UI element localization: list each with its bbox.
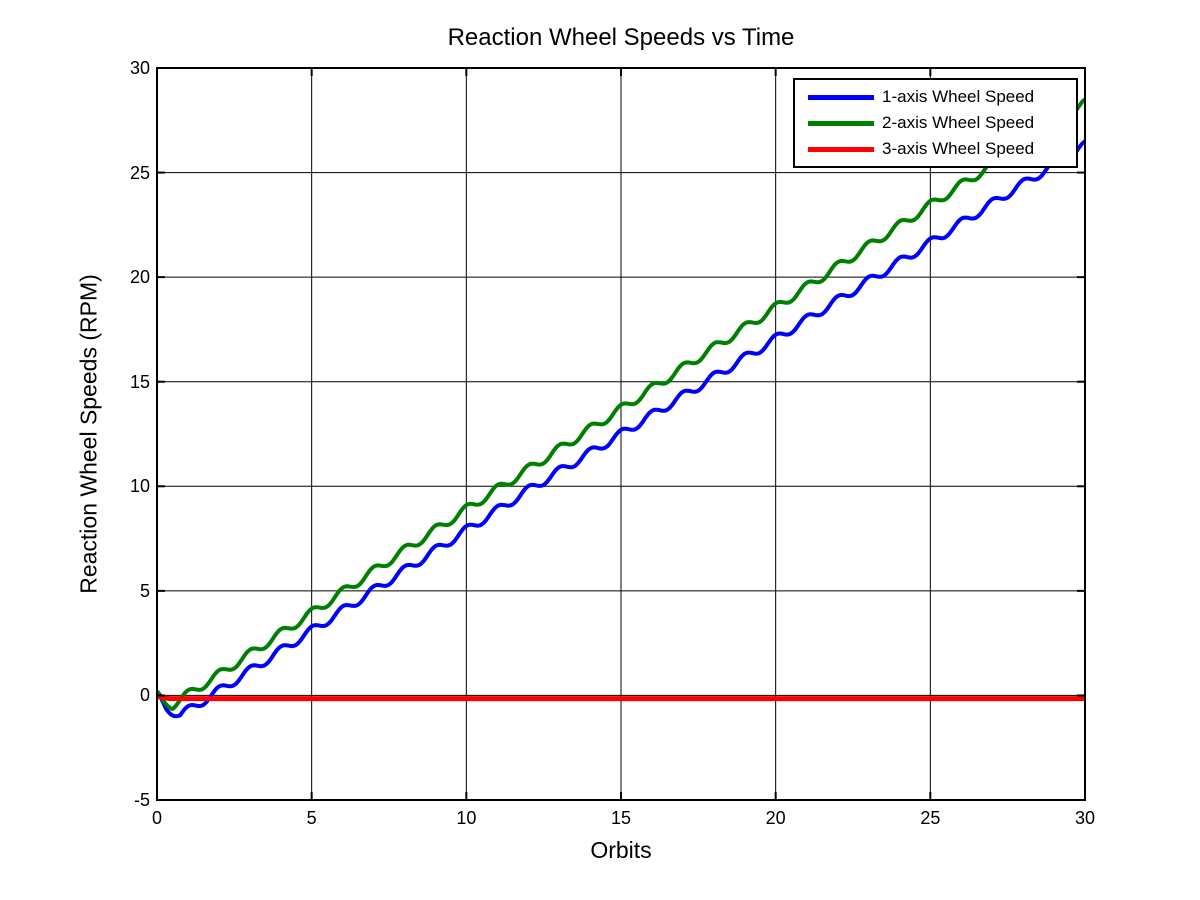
x-tick-label: 15 (610, 808, 632, 828)
x-tick-label: 25 (920, 808, 941, 828)
x-tick-label: 0 (151, 808, 163, 828)
y-tick-label: -5 (133, 790, 150, 810)
legend-item-label: 1-axis Wheel Speed (882, 87, 1035, 106)
legend-line-swatch-red (808, 146, 874, 152)
legend-item: 1-axis Wheel Speed (808, 85, 1076, 109)
legend-item-label: 2-axis Wheel Speed (882, 113, 1035, 132)
y-tick-label: 5 (139, 580, 150, 601)
chart-title: Reaction Wheel Speeds vs Time (447, 24, 795, 51)
legend-item-label: 3-axis Wheel Speed (882, 139, 1035, 158)
y-tick-label: 30 (129, 58, 150, 78)
x-tick-label: 5 (306, 808, 317, 828)
legend-item: 2-axis Wheel Speed (808, 111, 1076, 135)
series-line-1-axis-wheel-speed (157, 139, 1085, 719)
legend: 1-axis Wheel Speed 2-axis Wheel Speed 3-… (793, 78, 1078, 168)
x-tick-label: 30 (1074, 808, 1096, 828)
y-tick-label: 20 (129, 267, 150, 288)
series-line-2-axis-wheel-speed (157, 97, 1085, 711)
legend-item: 3-axis Wheel Speed (808, 137, 1076, 161)
y-tick-label: 15 (129, 371, 150, 392)
x-axis-label: Orbits (590, 837, 652, 863)
legend-line-swatch-blue (808, 94, 874, 100)
legend-line-swatch-green (808, 120, 874, 126)
y-tick-label: 25 (129, 162, 150, 183)
y-tick-label: 0 (139, 685, 150, 706)
y-tick-label: 10 (129, 476, 150, 497)
x-tick-label: 10 (456, 808, 477, 828)
x-tick-label: 20 (765, 808, 786, 828)
series-line-3-axis-wheel-speed (157, 694, 1085, 702)
